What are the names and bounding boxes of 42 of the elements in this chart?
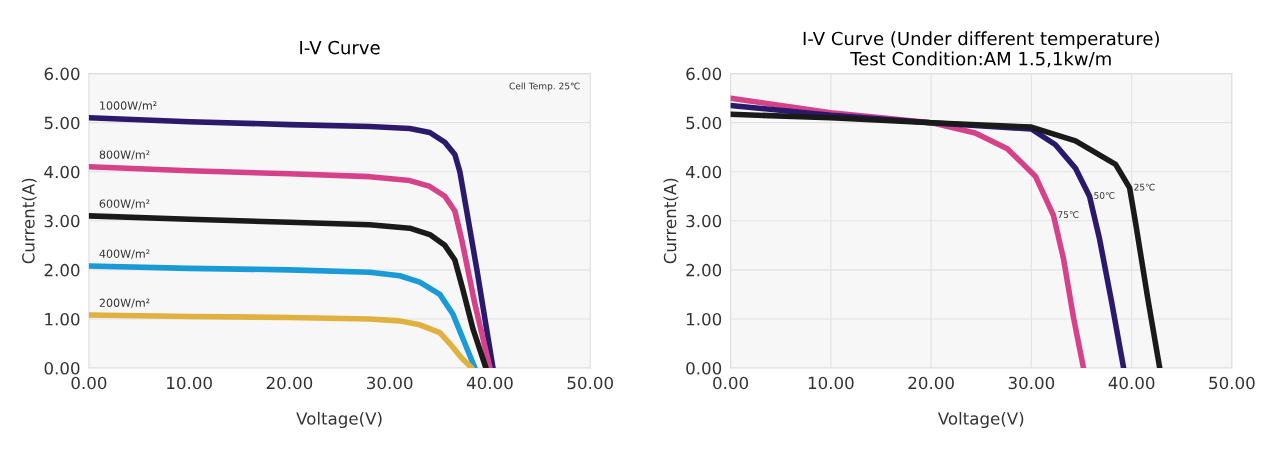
y-tick-label: 6.00 bbox=[686, 67, 722, 81]
x-tick-label: 30.00 bbox=[1008, 376, 1055, 390]
series-label: 800W/m² bbox=[99, 150, 150, 160]
x-tick-label: 20.00 bbox=[266, 376, 313, 390]
y-tick-label: 5.00 bbox=[686, 116, 722, 130]
y-tick-label: 5.00 bbox=[44, 116, 80, 130]
x-tick-label: 20.00 bbox=[908, 376, 954, 390]
y-tick-label: 4.00 bbox=[685, 165, 722, 179]
series-label: 75℃ bbox=[1058, 211, 1079, 219]
series-label: 600W/m² bbox=[99, 199, 150, 209]
x-tick-label: 10.00 bbox=[808, 376, 854, 390]
y-tick-label: 2.00 bbox=[44, 263, 80, 277]
series-label: 50℃ bbox=[1094, 192, 1115, 199]
x-tick-label: 50.00 bbox=[1209, 376, 1255, 390]
x-tick-label: 40.00 bbox=[1108, 376, 1155, 390]
y-tick-label: 0.00 bbox=[686, 361, 722, 375]
x-tick-label: 50.00 bbox=[567, 376, 613, 390]
x-tick-label: 0.00 bbox=[71, 376, 107, 390]
chart-title: I-V Curve (Under different temperature) bbox=[803, 31, 1159, 49]
y-tick-label: 1.00 bbox=[45, 312, 80, 326]
x-tick-label: 40.00 bbox=[466, 376, 513, 390]
chart-title: I-V Curve bbox=[300, 40, 380, 55]
chart-subtitle: Test Condition:AM 1.5,1kw/m bbox=[850, 51, 1111, 68]
series-label: 200W/m² bbox=[99, 298, 150, 308]
series-label: 25℃ bbox=[1134, 183, 1155, 191]
y-tick-label: 3.00 bbox=[686, 214, 722, 228]
y-tick-label: 6.00 bbox=[44, 67, 80, 81]
y-tick-label: 4.00 bbox=[44, 165, 80, 179]
x-tick-label: 10.00 bbox=[167, 376, 212, 390]
y-axis-title: Current(A) bbox=[21, 178, 37, 264]
y-tick-label: 1.00 bbox=[686, 312, 722, 326]
x-axis-title: Voltage(V) bbox=[296, 411, 382, 429]
x-axis-title: Voltage(V) bbox=[937, 411, 1024, 429]
x-tick-label: 0.00 bbox=[713, 376, 749, 390]
series-label: 1000W/m² bbox=[100, 101, 157, 111]
y-tick-label: 3.00 bbox=[44, 214, 80, 228]
y-tick-label: 2.00 bbox=[686, 263, 722, 277]
y-tick-label: 0.00 bbox=[44, 361, 80, 375]
y-axis-title: Current(A) bbox=[663, 178, 679, 264]
annotation: Cell Temp. 25℃ bbox=[509, 82, 580, 92]
x-tick-label: 30.00 bbox=[367, 376, 413, 390]
series-label: 400W/m² bbox=[99, 249, 150, 259]
